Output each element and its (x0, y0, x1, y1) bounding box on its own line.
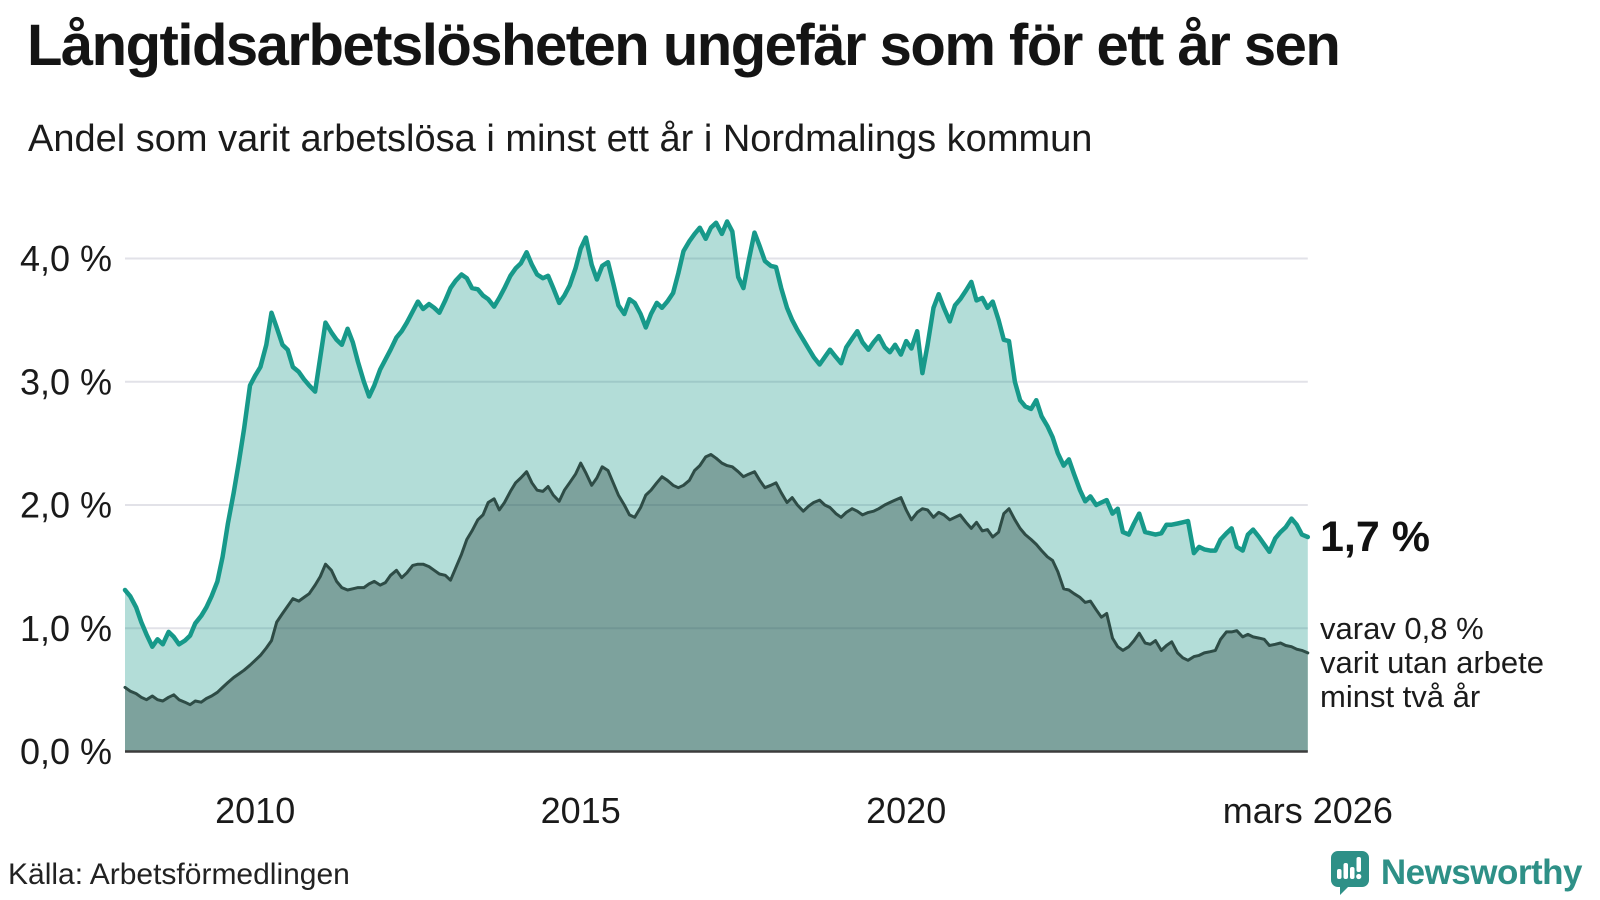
page-title: Långtidsarbetslösheten ungefär som för e… (27, 13, 1341, 78)
area-fill-minst-ett-ar (125, 221, 1308, 752)
area-fill-minst-tva-ar (125, 454, 1308, 752)
newsworthy-bubble-icon (1330, 851, 1369, 895)
chart-subtitle: Andel som varit arbetslösa i minst ett å… (28, 118, 1093, 160)
newsworthy-logo: Newsworthy (1330, 850, 1583, 896)
note-line-3: minst två år (1320, 679, 1481, 714)
note-line-2: varit utan arbete (1320, 645, 1545, 680)
x-tick-label-mars-2026: mars 2026 (1223, 790, 1393, 831)
y-tick-label-2: 2,0 % (20, 485, 112, 526)
y-tick-label-1: 1,0 % (20, 608, 112, 649)
x-tick-label-2015: 2015 (541, 790, 621, 831)
x-tick-label-2010: 2010 (215, 790, 295, 831)
y-tick-label-4: 4,0 % (20, 238, 112, 279)
series-line-minst-tva-ar (123, 453, 1310, 707)
source-credit: Källa: Arbetsförmedlingen (8, 858, 350, 891)
end-value-label: 1,7 % (1320, 513, 1430, 561)
series-note: varav 0,8 % varit utan arbete minst två … (1320, 612, 1544, 714)
y-tick-label-3: 3,0 % (20, 361, 112, 402)
brand-name: Newsworthy (1380, 853, 1583, 892)
x-tick-label-2020: 2020 (866, 790, 946, 831)
note-line-1: varav 0,8 % (1320, 611, 1484, 646)
series-line-minst-ett-ar (122, 219, 1311, 649)
y-tick-label-0: 0,0 % (20, 731, 112, 772)
